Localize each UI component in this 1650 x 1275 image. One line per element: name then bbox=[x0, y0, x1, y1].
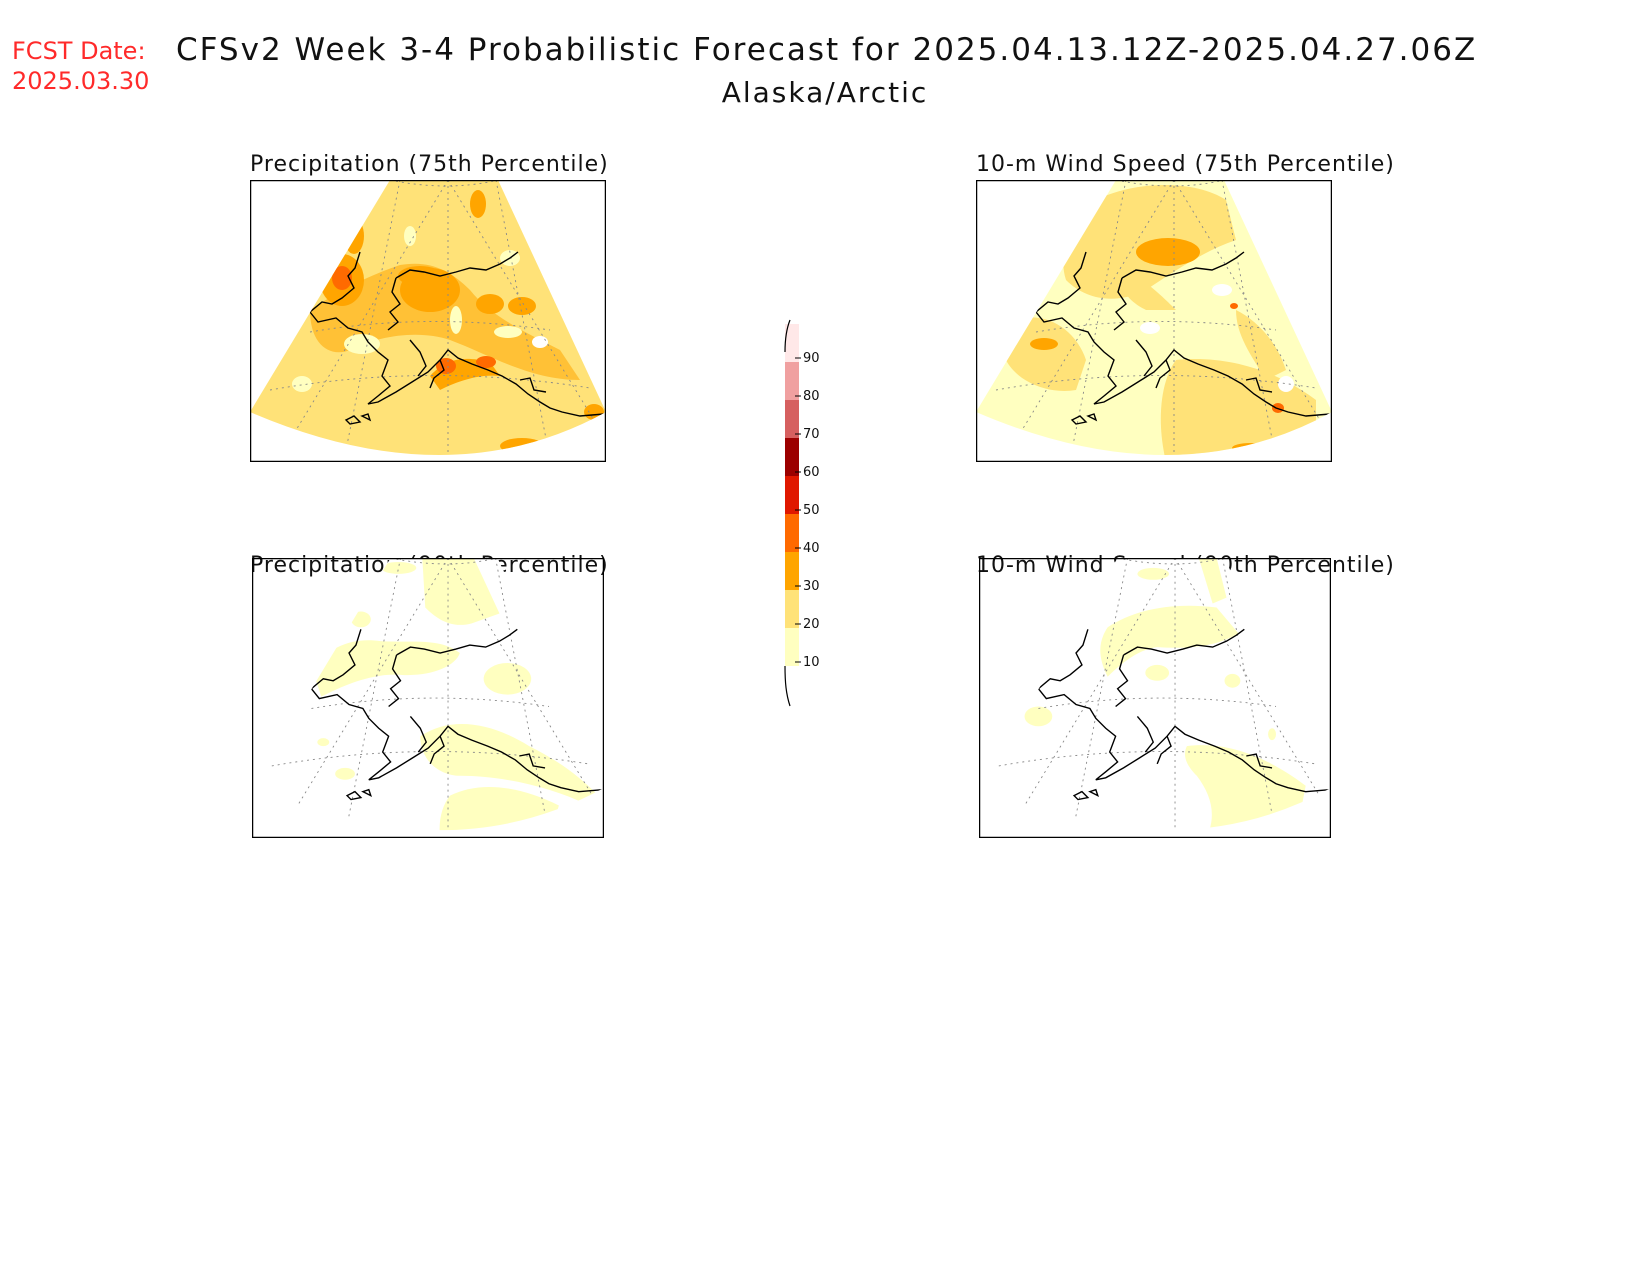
colorbar-swatch-8 bbox=[785, 362, 799, 400]
colorbar-swatch-5 bbox=[785, 476, 799, 514]
colorbar-swatch-7 bbox=[785, 400, 799, 438]
page-title: CFSv2 Week 3-4 Probabilistic Forecast fo… bbox=[176, 32, 1478, 68]
panel-title-wind-75: 10-m Wind Speed (75th Percentile) bbox=[976, 152, 1395, 177]
colorbar-label-90: 90 bbox=[803, 351, 820, 366]
colorbar-bottom-arrow bbox=[784, 665, 791, 707]
region-subtitle: Alaska/Arctic bbox=[721, 76, 929, 109]
forecast-date-label: FCST Date: bbox=[12, 37, 146, 65]
colorbar-swatch-3 bbox=[785, 552, 799, 590]
colorbar-label-70: 70 bbox=[803, 427, 820, 442]
precip-90-map bbox=[252, 558, 604, 838]
colorbar-label-30: 30 bbox=[803, 579, 820, 594]
colorbar-swatch-2 bbox=[785, 590, 799, 628]
wind-75-map bbox=[976, 180, 1332, 462]
colorbar-swatch-1 bbox=[785, 628, 799, 666]
forecast-date-value: 2025.03.30 bbox=[12, 67, 150, 95]
colorbar-label-20: 20 bbox=[803, 617, 820, 632]
precip-75-map bbox=[250, 180, 606, 462]
colorbar: 10 20 30 40 50 60 70 80 90 bbox=[784, 319, 820, 707]
colorbar-label-60: 60 bbox=[803, 465, 820, 480]
panel-title-precip-75: Precipitation (75th Percentile) bbox=[250, 152, 609, 177]
colorbar-swatch-6 bbox=[785, 438, 799, 476]
colorbar-swatch-9 bbox=[785, 324, 799, 362]
colorbar-labels: 10 20 30 40 50 60 70 80 90 bbox=[795, 351, 820, 670]
colorbar-label-40: 40 bbox=[803, 541, 820, 556]
colorbar-label-80: 80 bbox=[803, 389, 820, 404]
colorbar-swatches bbox=[785, 324, 799, 666]
wind-90-map bbox=[979, 558, 1331, 838]
colorbar-label-50: 50 bbox=[803, 503, 820, 518]
colorbar-swatch-4 bbox=[785, 514, 799, 552]
colorbar-top-arrow bbox=[784, 319, 791, 353]
colorbar-label-10: 10 bbox=[803, 655, 820, 670]
forecast-date: FCST Date: 2025.03.30 bbox=[12, 36, 149, 96]
